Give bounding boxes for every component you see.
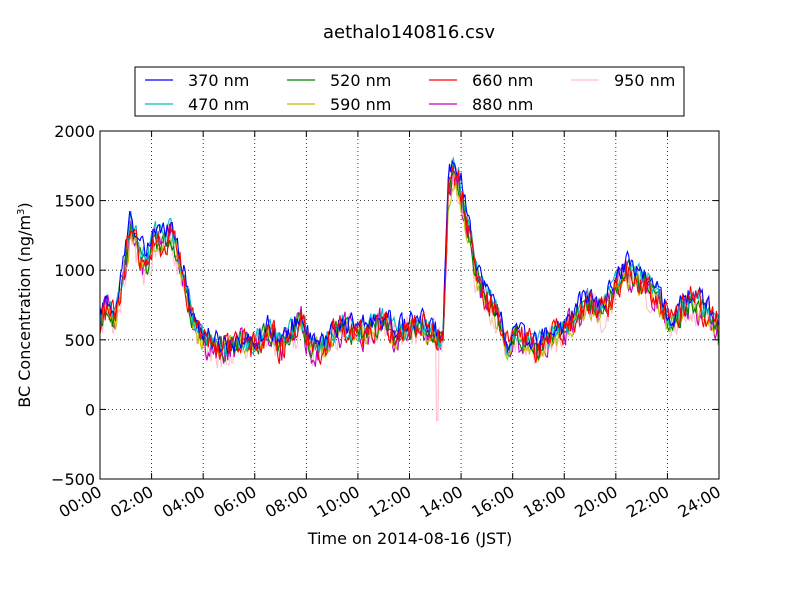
y-axis-label-tail: ) (15, 202, 34, 208)
legend: 370 nm 470 nm 520 nm 590 nm 660 nm 880 nm 950 … (134, 66, 685, 117)
grid (100, 131, 719, 479)
y-tick-label: 0 (85, 400, 95, 419)
x-tick-label: 24:00 (675, 482, 724, 522)
legend-label: 370 nm (188, 71, 249, 90)
legend-label: 660 nm (472, 71, 533, 90)
x-tick-label: 10:00 (313, 482, 362, 522)
x-tick-label: 20:00 (571, 482, 620, 522)
y-tick-label: 500 (64, 331, 95, 350)
x-tick-label: 02:00 (107, 482, 156, 522)
x-tick-label: 06:00 (210, 482, 259, 522)
legend-label: 880 nm (472, 95, 533, 114)
legend-box (134, 66, 685, 117)
y-axis-label-superscript: 3 (16, 209, 27, 215)
x-ticks: 00:00 02:00 04:00 06:00 08:00 10:00 12:00 14:00… (56, 131, 724, 522)
x-axis-label: Time on 2014-08-16 (JST) (307, 529, 512, 548)
y-tick-label: −500 (51, 470, 95, 489)
x-tick-label: 14:00 (417, 482, 466, 522)
x-tick-label: 22:00 (623, 482, 672, 522)
series-lines (99, 157, 720, 422)
x-tick-label: 04:00 (159, 482, 208, 522)
x-tick-label: 18:00 (520, 482, 569, 522)
y-axis-label: BC Concentration (ng/m3) (15, 202, 34, 407)
y-tick-label: 1500 (54, 192, 95, 211)
x-tick-label: 16:00 (468, 482, 517, 522)
series-line (99, 165, 720, 365)
y-tick-label: 1000 (54, 261, 95, 280)
series-line (99, 159, 720, 354)
y-axis-label-main: BC Concentration (ng/m (15, 215, 34, 408)
y-ticks: −500 0 500 1000 1500 2000 (51, 122, 719, 489)
legend-label: 950 nm (614, 71, 675, 90)
y-tick-label: 2000 (54, 122, 95, 141)
x-tick-label: 12:00 (365, 482, 414, 522)
legend-label: 590 nm (330, 95, 391, 114)
legend-label: 470 nm (188, 95, 249, 114)
legend-label: 520 nm (330, 71, 391, 90)
chart-title: aethalo140816.csv (323, 22, 495, 43)
x-tick-label: 08:00 (262, 482, 311, 522)
